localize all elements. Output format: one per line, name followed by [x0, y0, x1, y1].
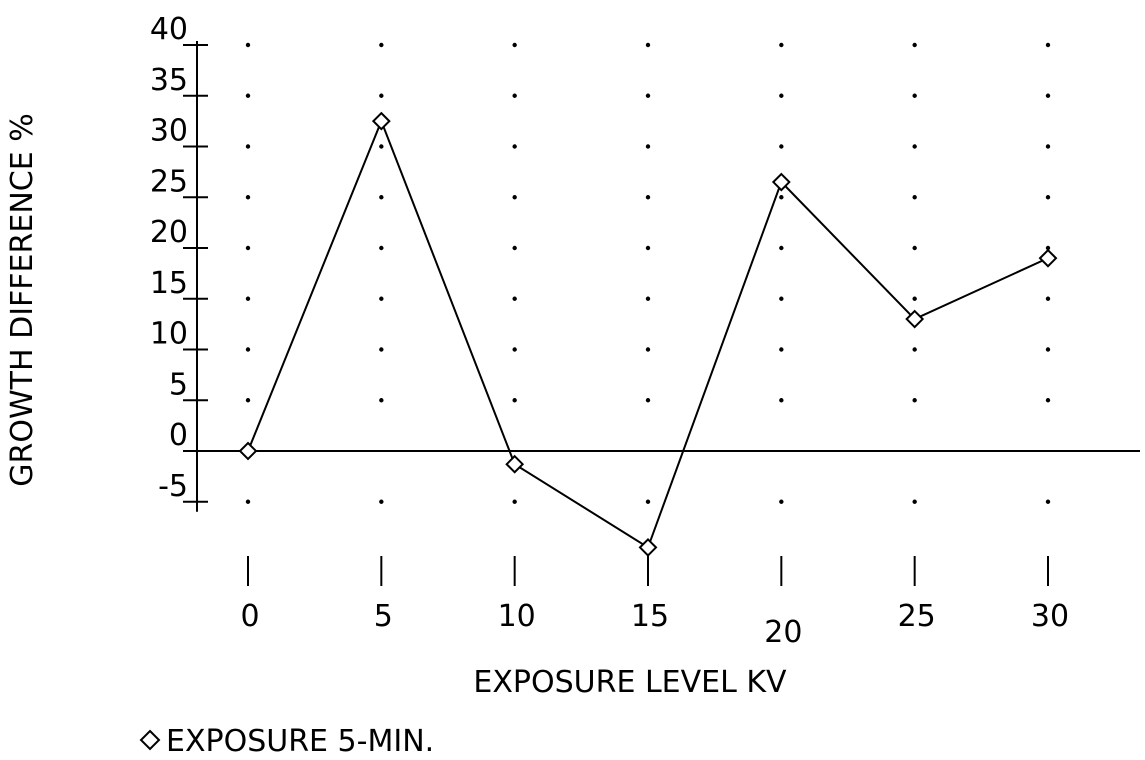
grid-dot	[1045, 398, 1051, 403]
grid-dot	[1045, 144, 1051, 149]
grid-dot	[379, 296, 384, 301]
y-tick-label: 35	[150, 63, 188, 98]
grid-dot	[245, 499, 251, 504]
x-tick-label: 25	[898, 599, 936, 634]
grid-dot	[912, 195, 917, 200]
grid-dot	[779, 195, 784, 200]
grid-dot	[1045, 195, 1051, 200]
legend-diamond-icon	[139, 729, 161, 751]
y-axis-ticks: -5 0 5 10 15 20 25 30 35 40	[150, 12, 208, 504]
grid-dot	[512, 398, 517, 403]
grid-dot	[379, 144, 384, 149]
grid-dot	[512, 499, 517, 504]
x-axis-title: EXPOSURE LEVEL KV	[473, 665, 787, 700]
grid-dot	[912, 42, 917, 48]
y-tick-label: 40	[150, 12, 188, 47]
y-axis-title: GROWTH DIFFERENCE %	[5, 113, 40, 486]
grid-dot	[1045, 93, 1051, 98]
grid-dot	[645, 195, 651, 200]
grid-dot	[779, 42, 784, 48]
grid-dot	[912, 144, 917, 149]
series-exposure-5-min	[238, 111, 1058, 557]
grid-dot	[245, 296, 251, 301]
x-tick-label: 20	[764, 615, 802, 650]
grid-dot	[912, 245, 917, 251]
grid-dot	[512, 347, 517, 352]
y-tick-label: 30	[150, 114, 188, 149]
grid-dot	[779, 499, 784, 504]
grid-dot	[245, 245, 251, 251]
grid-dot	[512, 144, 517, 149]
grid-dot	[1045, 245, 1051, 251]
grid-dot	[645, 144, 651, 149]
grid-dot	[645, 245, 651, 251]
grid-dot	[245, 398, 251, 403]
legend: EXPOSURE 5-MIN.	[139, 724, 434, 759]
data-point	[905, 309, 925, 329]
grid-dot	[912, 398, 917, 403]
grid-dot	[379, 245, 384, 251]
grid-dot	[379, 195, 384, 200]
data-point	[771, 172, 791, 192]
grid-dot	[779, 144, 784, 149]
grid-dot	[645, 398, 651, 403]
grid-dot	[779, 245, 784, 251]
grid-dot	[1045, 42, 1051, 48]
grid-dot	[379, 347, 384, 352]
grid-dot	[245, 93, 251, 98]
grid-dot	[245, 42, 251, 48]
grid-dot	[1045, 296, 1051, 301]
grid-dot	[645, 93, 651, 98]
grid-dot	[512, 296, 517, 301]
axes	[196, 41, 1140, 512]
x-tick-label: 5	[374, 599, 393, 634]
data-point	[238, 441, 258, 461]
y-tick-label: 10	[150, 317, 188, 352]
y-tick-label: 20	[150, 215, 188, 250]
grid-dot	[645, 499, 651, 504]
data-point	[638, 538, 658, 557]
y-tick-label: 0	[169, 418, 188, 453]
grid-dot	[1045, 347, 1051, 352]
grid-dot	[645, 42, 651, 48]
grid-dot	[912, 93, 917, 98]
grid-dot	[912, 296, 917, 301]
legend-label: EXPOSURE 5-MIN.	[166, 724, 434, 759]
grid-dot	[779, 296, 784, 301]
grid-dot	[379, 499, 384, 504]
x-tick-label: 0	[240, 599, 259, 634]
grid-dot	[512, 245, 517, 251]
grid-dot	[645, 347, 651, 352]
grid-dot	[379, 42, 384, 48]
grid-dot	[245, 144, 251, 149]
y-tick-label: 25	[150, 164, 188, 199]
grid-dot	[512, 195, 517, 200]
y-tick-label: 15	[150, 266, 188, 301]
grid-dot	[1045, 499, 1051, 504]
grid-dot	[379, 93, 384, 98]
grid-dot	[779, 398, 784, 403]
x-tick-label: 15	[631, 599, 669, 634]
grid-dot	[245, 347, 251, 352]
grid-dot	[645, 296, 651, 301]
grid-dot	[779, 347, 784, 352]
x-tick-label: 10	[498, 599, 536, 634]
grid-dot	[245, 195, 251, 200]
x-axis-ticks: 0 5 10 15 20 25 30	[240, 556, 1069, 650]
data-point	[1038, 248, 1058, 268]
series-line	[247, 118, 1049, 549]
grid-dot	[512, 42, 517, 48]
data-point	[371, 111, 391, 131]
x-tick-label: 30	[1031, 599, 1069, 634]
grid-dot	[512, 93, 517, 98]
grid-dot	[379, 398, 384, 403]
grid-dot	[779, 93, 784, 98]
grid-dots	[245, 42, 1051, 504]
y-tick-label: -5	[158, 469, 188, 504]
grid-dot	[912, 347, 917, 352]
data-point	[505, 454, 525, 474]
y-tick-label: 5	[169, 367, 188, 402]
grid-dot	[912, 499, 917, 504]
